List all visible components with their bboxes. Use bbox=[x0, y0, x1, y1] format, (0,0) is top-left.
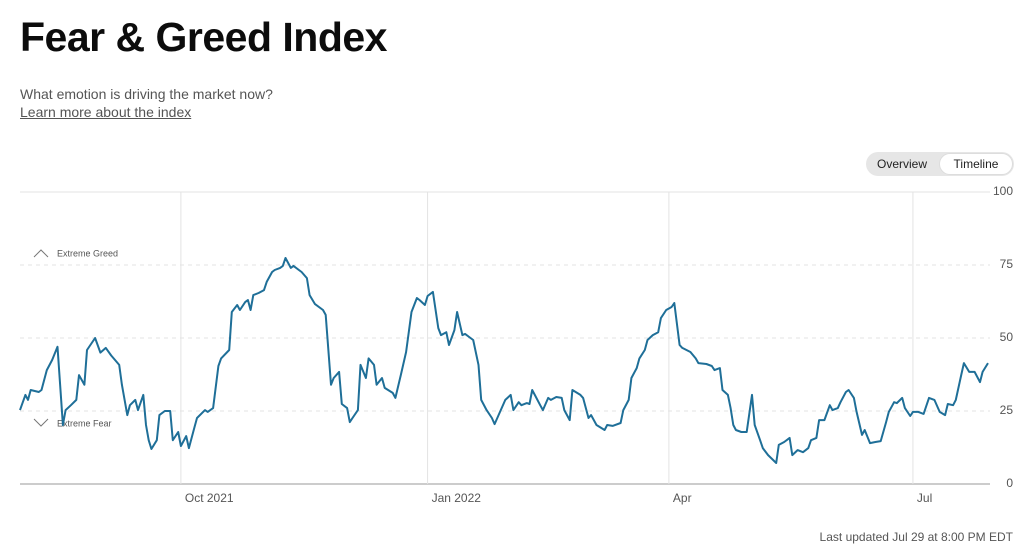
fear-icon bbox=[33, 418, 49, 427]
timeline-button[interactable]: Timeline bbox=[939, 153, 1013, 175]
annotation: Extreme Greed bbox=[57, 248, 118, 258]
view-toggle: Overview Timeline bbox=[866, 152, 1014, 176]
x-tick-label: Jan 2022 bbox=[432, 491, 482, 505]
subtitle: What emotion is driving the market now? bbox=[20, 86, 273, 102]
x-tick-label: Jul bbox=[917, 491, 932, 505]
x-tick-label: Oct 2021 bbox=[185, 491, 234, 505]
greed-icon bbox=[33, 249, 49, 258]
learn-more-link[interactable]: Learn more about the index bbox=[20, 104, 192, 120]
overview-button[interactable]: Overview bbox=[876, 157, 927, 171]
y-tick-label: 100 bbox=[993, 184, 1013, 198]
y-tick-label: 50 bbox=[1000, 330, 1014, 344]
y-tick-label: 75 bbox=[1000, 257, 1014, 271]
x-tick-label: Apr bbox=[673, 491, 692, 505]
data-line bbox=[19, 257, 989, 464]
y-tick-label: 0 bbox=[1006, 476, 1013, 490]
annotation: Extreme Fear bbox=[57, 418, 112, 428]
y-tick-label: 25 bbox=[1000, 403, 1014, 417]
page-title: Fear & Greed Index bbox=[20, 14, 387, 60]
last-updated: Last updated Jul 29 at 8:00 PM EDT bbox=[819, 530, 1013, 544]
